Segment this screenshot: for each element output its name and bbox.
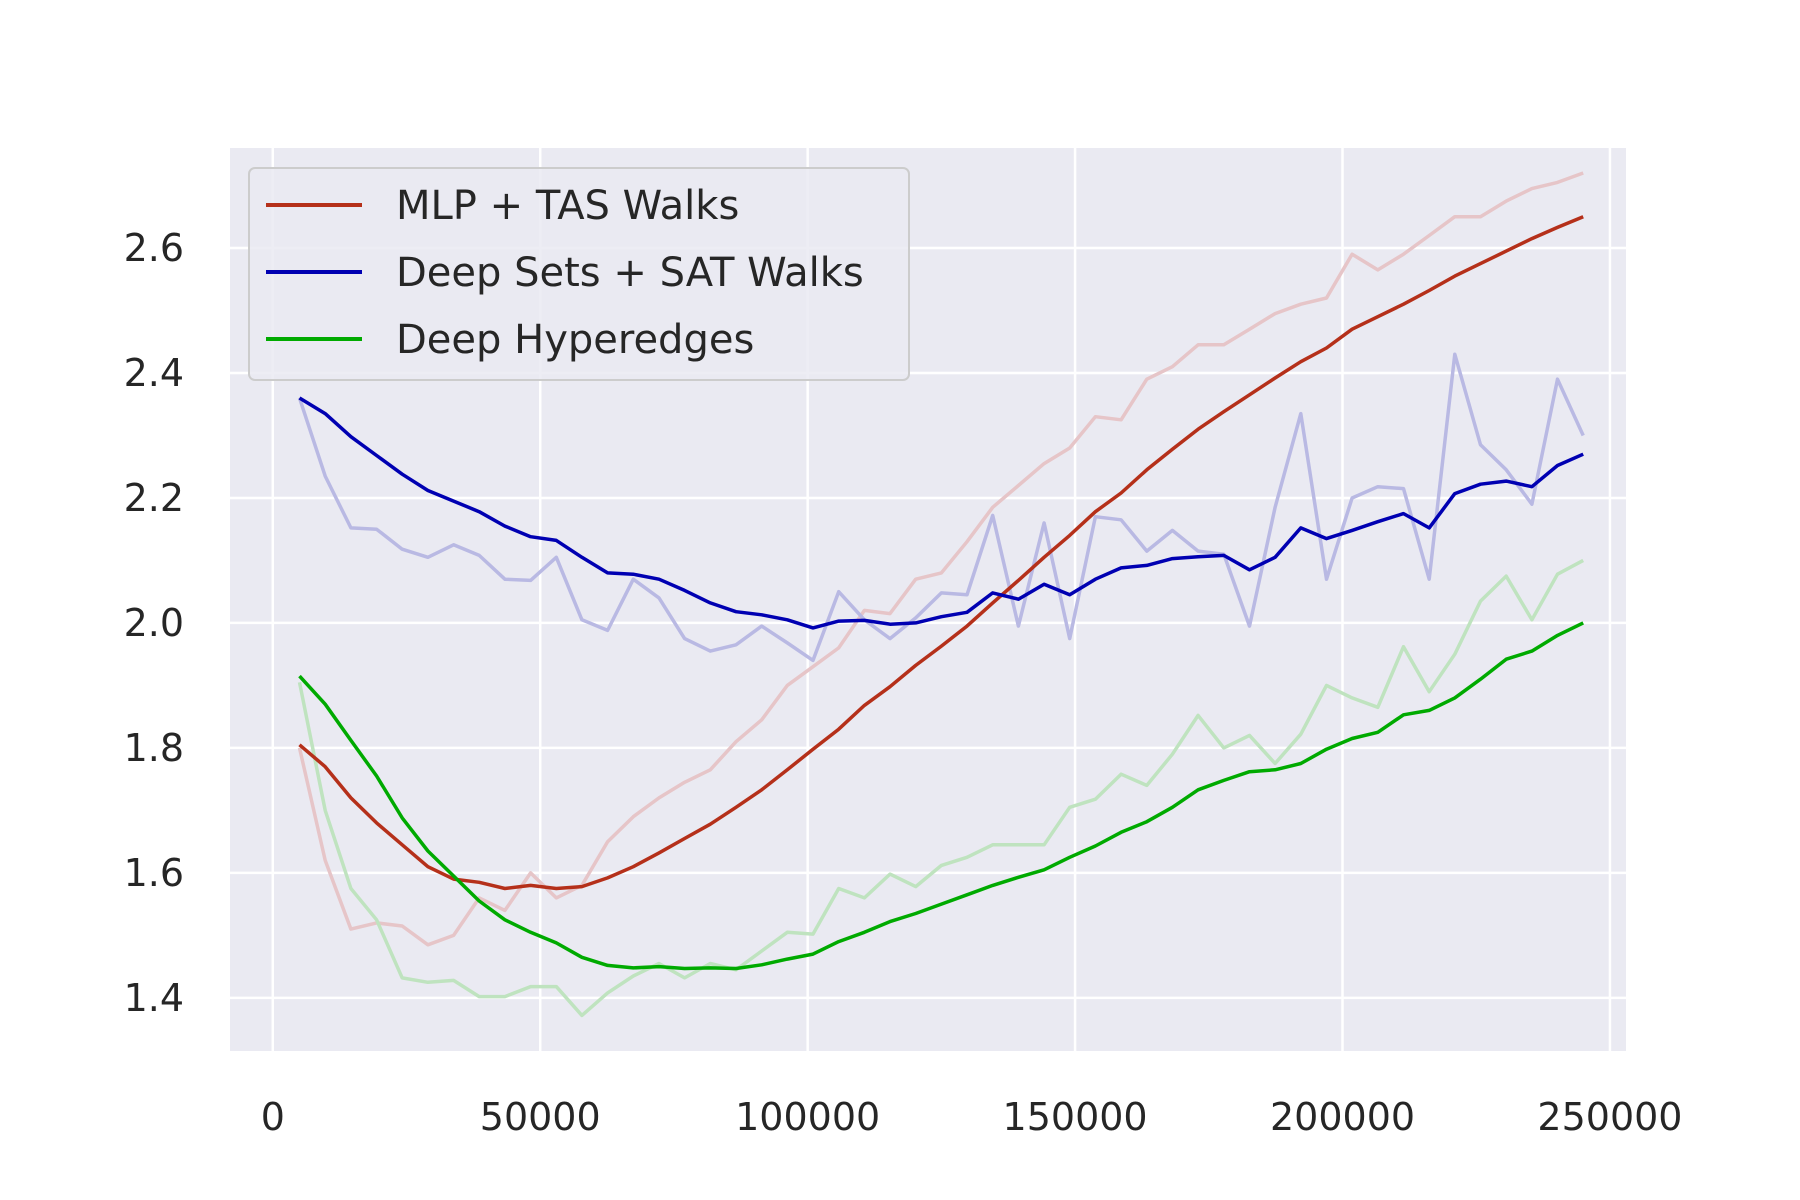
y-tick-label: 2.0 — [124, 601, 184, 645]
smoothed-line-series-2 — [298, 621, 1584, 971]
raw-line-series-1 — [297, 352, 1585, 663]
y-tick-label: 2.4 — [124, 351, 184, 395]
smoothed-line-series-0 — [298, 215, 1584, 891]
x-tick-label: 100000 — [735, 1095, 880, 1139]
legend: MLP + TAS Walks Deep Sets + SAT Walks De… — [248, 167, 910, 381]
y-tick-label: 1.4 — [124, 976, 184, 1020]
x-tick-label: 150000 — [1003, 1095, 1148, 1139]
legend-label-1: Deep Sets + SAT Walks — [396, 250, 864, 296]
x-tick-label: 50000 — [480, 1095, 601, 1139]
y-tick-label: 2.2 — [124, 476, 184, 520]
legend-label-0: MLP + TAS Walks — [396, 183, 739, 229]
legend-label-2: Deep Hyperedges — [396, 317, 754, 363]
smoothed-line-series-1 — [298, 396, 1584, 630]
raw-series-lines — [297, 171, 1585, 1018]
tick-labels: 0 50000 100000 150000 200000 250000 1.4 1.6 1.8 2… — [124, 226, 1683, 1139]
x-tick-label: 0 — [261, 1095, 285, 1139]
y-tick-label: 1.6 — [124, 851, 184, 895]
x-tick-label: 200000 — [1270, 1095, 1415, 1139]
smoothed-series-lines — [298, 215, 1584, 971]
raw-line-series-0 — [297, 171, 1584, 947]
y-tick-label: 2.6 — [124, 226, 184, 270]
x-tick-label: 250000 — [1537, 1095, 1682, 1139]
legend-box — [248, 167, 910, 381]
raw-line-series-2 — [297, 558, 1585, 1018]
y-tick-label: 1.8 — [124, 726, 184, 770]
